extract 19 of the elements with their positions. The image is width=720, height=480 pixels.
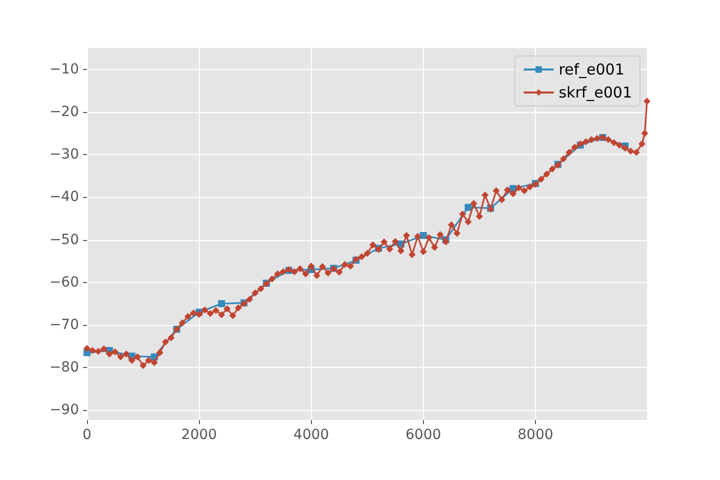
point xyxy=(420,232,427,239)
x-tick-label: 8000 xyxy=(518,427,554,443)
point xyxy=(464,204,472,211)
y-tick-label: −20 xyxy=(49,104,79,120)
x-tick-label: 2000 xyxy=(181,427,217,443)
x-tick-label: 0 xyxy=(82,427,92,443)
y-tick-label: −60 xyxy=(49,274,79,290)
y-tick-label: −10 xyxy=(49,61,79,78)
y-tick-label: −40 xyxy=(49,189,79,206)
y-tick-label: −90 xyxy=(49,402,79,418)
legend-label: skrf_e001 xyxy=(558,84,632,102)
y-tick-label: −70 xyxy=(49,316,79,333)
y-tick-label: −50 xyxy=(49,232,79,248)
point xyxy=(218,300,226,308)
x-tick-label: 6000 xyxy=(406,427,442,443)
y-tick-label: −30 xyxy=(49,146,79,163)
x-tick-label: 4000 xyxy=(293,427,330,443)
legend-label: ref_e001 xyxy=(558,60,624,78)
y-tick-label: −80 xyxy=(49,360,79,376)
